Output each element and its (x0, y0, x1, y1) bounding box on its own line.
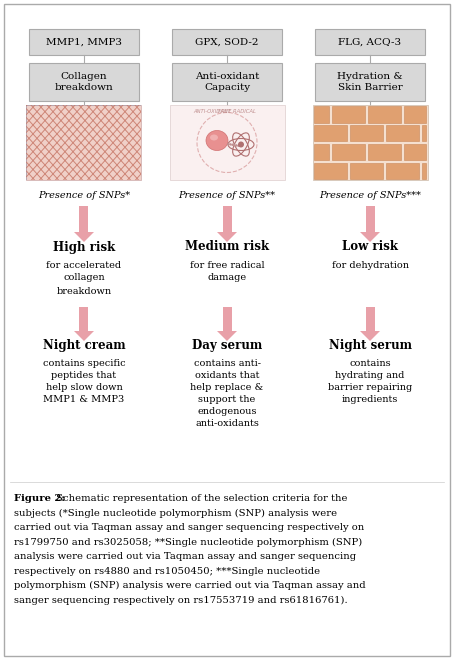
Bar (385, 125, 419, 141)
Text: contains anti-: contains anti- (193, 358, 261, 368)
Bar (404, 144, 426, 160)
Text: MMP1 & MMP3: MMP1 & MMP3 (44, 395, 124, 403)
Text: ANTI-OXIDANT: ANTI-OXIDANT (193, 109, 231, 114)
Text: respectively on rs4880 and rs1050450; ***Single nucleotide: respectively on rs4880 and rs1050450; **… (14, 566, 320, 576)
Bar (332, 106, 365, 123)
Circle shape (238, 141, 244, 147)
Polygon shape (74, 232, 94, 242)
Bar (332, 144, 365, 160)
Text: Schematic representation of the selection criteria for the: Schematic representation of the selectio… (53, 494, 347, 503)
Text: anti-oxidants: anti-oxidants (195, 418, 259, 428)
Bar (404, 106, 426, 123)
Text: Figure 2:: Figure 2: (14, 494, 65, 503)
Bar (314, 125, 347, 141)
Polygon shape (217, 331, 237, 341)
Text: sanger sequencing respectively on rs17553719 and rs61816761).: sanger sequencing respectively on rs1755… (14, 595, 348, 605)
Text: Hydration &
Skin Barrier: Hydration & Skin Barrier (337, 73, 403, 92)
Polygon shape (360, 232, 380, 242)
Bar (79, 206, 89, 232)
Text: Medium risk: Medium risk (185, 240, 269, 253)
Bar (26, 105, 142, 180)
Bar (350, 125, 383, 141)
Text: for free radical: for free radical (190, 261, 264, 269)
Text: Anti-oxidant
Capacity: Anti-oxidant Capacity (195, 73, 259, 92)
Bar (79, 307, 89, 331)
Bar (172, 29, 282, 55)
Text: for dehydration: for dehydration (331, 261, 409, 269)
Text: rs1799750 and rs3025058; **Single nucleotide polymorphism (SNP): rs1799750 and rs3025058; **Single nucleo… (14, 537, 362, 546)
Text: collagen: collagen (63, 273, 105, 282)
Bar (314, 162, 347, 179)
Text: endogenous: endogenous (197, 407, 257, 416)
Bar (365, 206, 375, 232)
Text: GPX, SOD-2: GPX, SOD-2 (195, 38, 259, 46)
Text: ingredients: ingredients (342, 395, 398, 403)
Text: subjects (*Single nucleotide polymorphism (SNP) analysis were: subjects (*Single nucleotide polymorphis… (14, 508, 337, 517)
Text: help replace &: help replace & (190, 383, 264, 391)
Bar (385, 162, 419, 179)
Text: analysis were carried out via Taqman assay and sanger sequencing: analysis were carried out via Taqman ass… (14, 552, 356, 561)
Circle shape (235, 144, 237, 147)
Ellipse shape (210, 135, 218, 141)
Text: Low risk: Low risk (342, 240, 398, 253)
Text: carried out via Taqman assay and sanger sequencing respectively on: carried out via Taqman assay and sanger … (14, 523, 364, 532)
Ellipse shape (206, 131, 228, 150)
Circle shape (229, 143, 232, 146)
Bar (312, 105, 428, 180)
Bar (422, 162, 426, 179)
Text: peptides that: peptides that (51, 370, 117, 380)
Text: contains specific: contains specific (43, 358, 125, 368)
Text: FREE RADICAL: FREE RADICAL (218, 109, 256, 114)
Text: barrier repairing: barrier repairing (328, 383, 412, 391)
Polygon shape (217, 232, 237, 242)
Bar (315, 63, 425, 101)
Text: support the: support the (198, 395, 256, 403)
Text: for accelerated: for accelerated (46, 261, 122, 269)
Bar (315, 29, 425, 55)
Text: oxidants that: oxidants that (195, 370, 259, 380)
Bar (222, 206, 232, 232)
Circle shape (233, 144, 236, 147)
Text: Presence of SNPs*: Presence of SNPs* (38, 191, 130, 201)
Text: hydrating and: hydrating and (336, 370, 405, 380)
Circle shape (231, 143, 234, 146)
Polygon shape (74, 331, 94, 341)
Bar (172, 63, 282, 101)
Bar (368, 106, 401, 123)
Text: Day serum: Day serum (192, 339, 262, 352)
Text: help slow down: help slow down (45, 383, 123, 391)
Text: Presence of SNPs***: Presence of SNPs*** (319, 191, 421, 201)
Circle shape (237, 145, 240, 147)
Bar (422, 125, 426, 141)
Text: Night cream: Night cream (43, 339, 125, 352)
Bar (26, 105, 142, 180)
Bar (365, 307, 375, 331)
Bar (350, 162, 383, 179)
Bar (314, 144, 329, 160)
Text: High risk: High risk (53, 240, 115, 253)
Text: Night serum: Night serum (329, 339, 411, 352)
Text: FLG, ACQ-3: FLG, ACQ-3 (338, 38, 402, 46)
Text: polymorphism (SNP) analysis were carried out via Taqman assay and: polymorphism (SNP) analysis were carried… (14, 581, 365, 590)
Bar (29, 29, 139, 55)
Bar (368, 144, 401, 160)
Circle shape (227, 143, 230, 145)
Text: Presence of SNPs**: Presence of SNPs** (178, 191, 276, 201)
Bar (169, 105, 285, 180)
Bar (222, 307, 232, 331)
Bar (314, 106, 329, 123)
Bar (29, 63, 139, 101)
Text: breakdown: breakdown (56, 286, 112, 296)
Text: MMP1, MMP3: MMP1, MMP3 (46, 38, 122, 46)
Text: Collagen
breakdown: Collagen breakdown (54, 73, 114, 92)
Polygon shape (360, 331, 380, 341)
Text: damage: damage (207, 273, 247, 282)
Text: contains: contains (349, 358, 391, 368)
